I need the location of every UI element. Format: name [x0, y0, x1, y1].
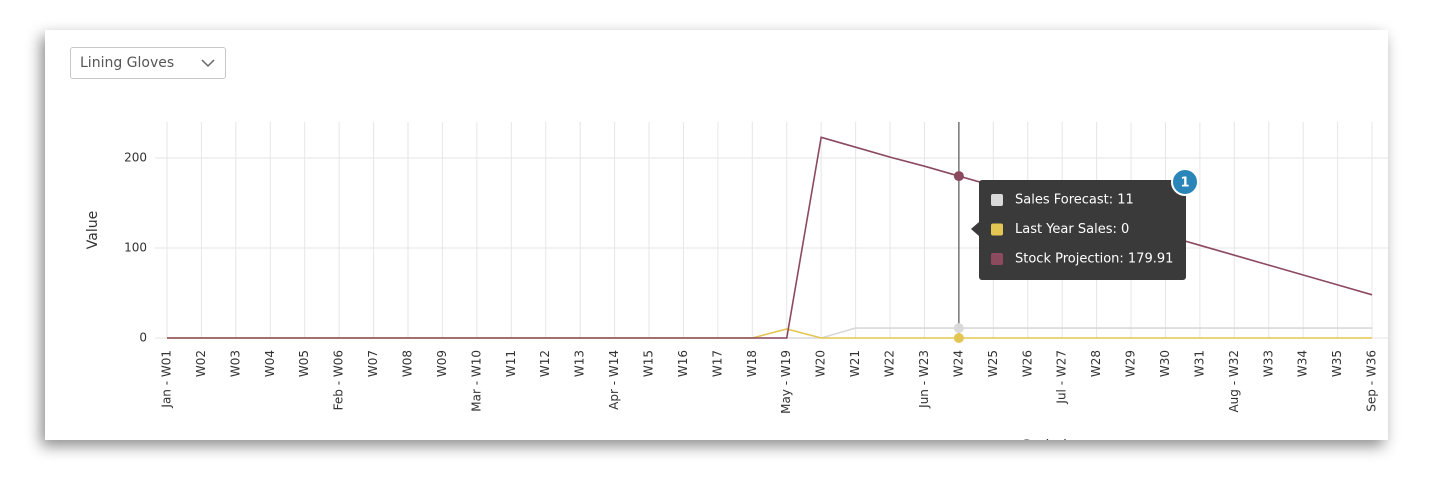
x-tick-label: W09 — [435, 350, 449, 377]
x-tick-label: W03 — [228, 350, 242, 377]
tooltip-text: Stock Projection: 179.91 — [1015, 252, 1173, 267]
x-tick-label: W17 — [710, 350, 724, 377]
x-tick-label: W24 — [951, 350, 965, 377]
x-tick-label: W21 — [848, 350, 862, 377]
x-tick-label: Mar - W10 — [469, 350, 483, 412]
y-tick-label: 0 — [139, 331, 147, 345]
x-tick-label: W13 — [573, 350, 587, 377]
x-tick-label: Feb - W06 — [332, 350, 346, 410]
dropdown-value: Lining Gloves — [80, 55, 175, 71]
y-axis-label: Value — [85, 211, 101, 249]
x-tick-label: W33 — [1261, 350, 1275, 377]
chevron — [201, 59, 215, 68]
x-tick-label: W20 — [814, 350, 828, 377]
x-tick-label: W11 — [504, 350, 518, 377]
x-tick-label: May - W19 — [779, 350, 793, 414]
x-tick-label: W28 — [1089, 350, 1103, 377]
x-tick-label: Jul - W27 — [1055, 350, 1069, 405]
hover-point — [953, 171, 964, 182]
annotation-number: 1 — [1180, 176, 1189, 191]
x-tick-label: W35 — [1330, 350, 1344, 377]
x-tick-label: W02 — [194, 350, 208, 377]
series-line — [167, 136, 1373, 339]
tooltip-pointer — [971, 222, 979, 236]
hover-point — [953, 323, 964, 334]
x-tick-label: W05 — [297, 350, 311, 377]
annotation-badge — [1171, 168, 1199, 196]
x-tick-label: W26 — [1020, 350, 1034, 377]
x-tick-label: W12 — [538, 350, 552, 377]
tooltip-swatch — [991, 223, 1003, 236]
x-tick-label: Jun - W23 — [917, 350, 931, 409]
x-tick-label: W18 — [745, 350, 759, 377]
x-tick-label: W15 — [642, 350, 656, 377]
y-tick-label: 100 — [124, 241, 147, 255]
tooltip-text: Last Year Sales: 0 — [1015, 222, 1129, 237]
tooltip-text: Sales Forecast: 11 — [1015, 193, 1134, 208]
x-tick-label: Aug - W32 — [1227, 350, 1241, 413]
x-tick-label: W31 — [1192, 350, 1206, 377]
series-line — [167, 328, 1373, 339]
x-tick-label: W29 — [1124, 350, 1138, 377]
x-tick-label: W16 — [676, 350, 690, 377]
x-tick-label: W25 — [986, 350, 1000, 377]
hover-point — [953, 333, 964, 343]
tooltip-box — [979, 180, 1186, 280]
x-tick-label: W08 — [401, 350, 415, 377]
plot: Value Period Jan - W01 W02 W03 W04 W05 Feb - … — [85, 122, 1388, 454]
x-tick-label: W07 — [366, 350, 380, 377]
product-dropdown[interactable]: Lining Gloves — [70, 47, 226, 79]
x-axis-label: Period — [1023, 438, 1067, 454]
x-tick-label: Jan - W01 — [160, 350, 174, 409]
x-tick-label: Apr - W14 — [607, 350, 621, 410]
tooltip-swatch — [991, 194, 1003, 206]
x-tick-label: Sep - W36 — [1365, 350, 1379, 412]
x-tick-label: W34 — [1296, 350, 1310, 377]
x-tick-label: W22 — [883, 350, 897, 377]
x-tick-label: W04 — [263, 350, 277, 377]
tooltip-swatch — [991, 253, 1003, 265]
y-tick-label: 200 — [124, 151, 147, 165]
x-tick-label: W30 — [1158, 350, 1172, 377]
